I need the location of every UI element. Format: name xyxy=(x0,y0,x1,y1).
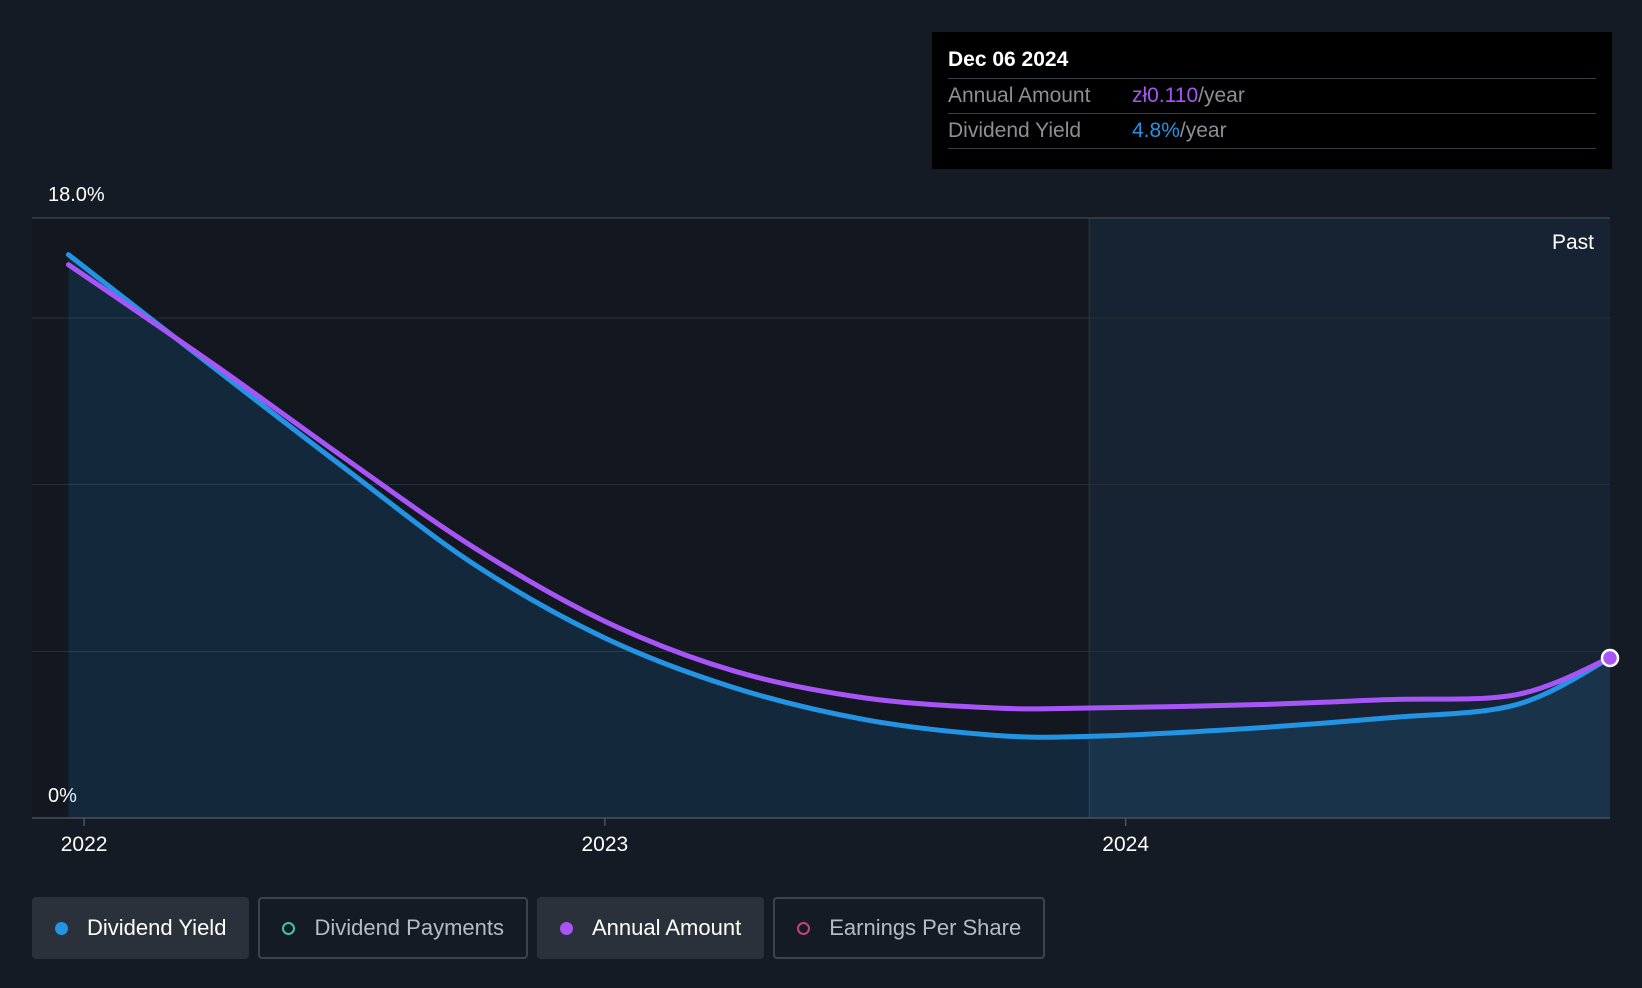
dividend-payments-ring-icon xyxy=(282,921,296,935)
tooltip-date: Dec 06 2024 xyxy=(948,46,1596,79)
legend-label: Dividend Payments xyxy=(314,915,504,940)
earnings-per-share-ring-icon xyxy=(797,921,811,935)
tooltip-label: Dividend Yield xyxy=(948,119,1082,142)
tooltip-label: Annual Amount xyxy=(948,84,1091,107)
annual-amount-line xyxy=(65,262,1613,712)
x-tick-label: 2024 xyxy=(1102,833,1149,856)
annual-amount-dot-icon xyxy=(559,921,573,935)
legend-label: Dividend Yield xyxy=(87,915,227,940)
gridlines xyxy=(32,217,1610,652)
legend-dividend-yield-button[interactable]: Dividend Yield xyxy=(32,897,250,959)
tooltip-unit: /year xyxy=(1179,119,1227,142)
y-axis-bottom-label: 0% xyxy=(48,785,77,807)
legend-annual-amount-button[interactable]: Annual Amount xyxy=(536,897,765,959)
x-tick-label: 2023 xyxy=(582,833,629,856)
legend-label: Earnings Per Share xyxy=(829,915,1022,940)
legend-earnings-per-share-button[interactable]: Earnings Per Share xyxy=(773,897,1046,959)
tooltip-unit: /year xyxy=(1198,84,1245,107)
y-axis-top-label: 18.0% xyxy=(48,184,105,206)
series-layer xyxy=(65,252,1613,818)
chart-legend: Dividend Yield Dividend Payments Annual … xyxy=(32,897,1046,959)
dividend-yield-dot-icon xyxy=(55,921,68,935)
hover-point-marker xyxy=(1600,648,1620,668)
legend-dividend-payments-button[interactable]: Dividend Payments xyxy=(258,897,528,959)
dividend-yield-area xyxy=(68,254,1610,818)
tooltip: Dec 06 2024 Annual Amount zł0.110 /year … xyxy=(932,32,1612,169)
tooltip-row-annual-amount: Annual Amount zł0.110 /year xyxy=(948,79,1596,114)
x-axis-ticks: 2022 2023 2024 xyxy=(61,818,1149,856)
tooltip-value: zł0.110 xyxy=(1132,84,1199,107)
legend-label: Annual Amount xyxy=(591,915,742,940)
x-tick-label: 2022 xyxy=(61,833,108,856)
dividend-yield-line xyxy=(65,252,1613,740)
tooltip-row-dividend-yield: Dividend Yield 4.8% /year xyxy=(948,114,1596,149)
tooltip-value: 4.8% xyxy=(1132,119,1180,142)
past-label: Past xyxy=(1552,231,1594,254)
